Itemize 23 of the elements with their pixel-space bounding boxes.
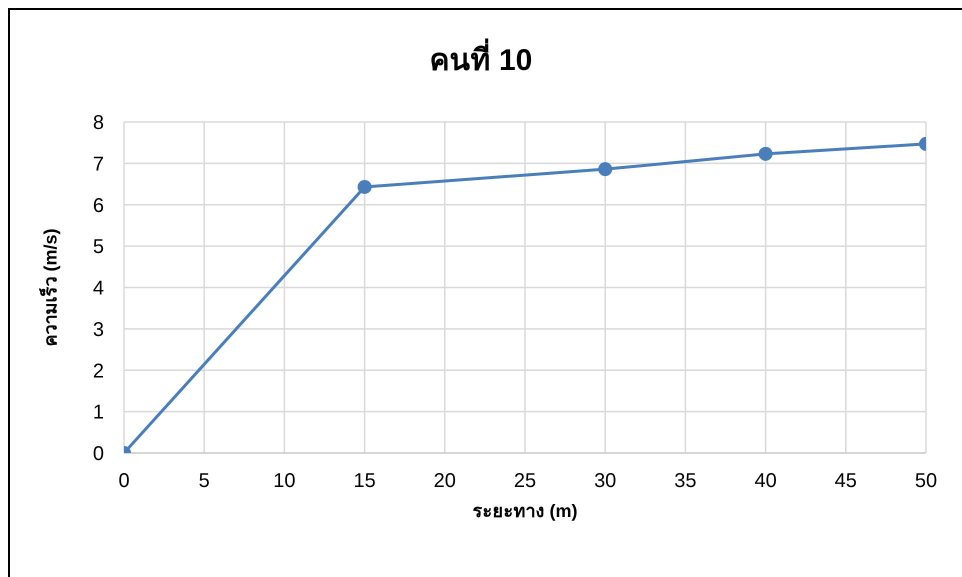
- x-tick-label: 5: [198, 470, 210, 492]
- x-tick-label: 35: [674, 470, 697, 492]
- x-tick-label: 40: [754, 470, 777, 492]
- y-tick-label: 5: [92, 236, 104, 258]
- x-tick-label: 30: [594, 470, 616, 492]
- y-tick-label: 7: [92, 153, 104, 176]
- y-tick-label: 3: [92, 318, 104, 341]
- x-tick-label: 25: [514, 470, 536, 492]
- x-tick-label: 20: [434, 470, 456, 492]
- x-tick-label: 45: [834, 470, 857, 492]
- y-axis-title: ความเร็ว (m/s): [38, 228, 60, 347]
- y-tick-label: 6: [92, 194, 104, 217]
- x-tick-label: 50: [914, 470, 938, 492]
- x-axis-title: ระยะทาง (m): [472, 501, 578, 521]
- y-tick-label: 1: [92, 402, 104, 424]
- chart-title: คนที่ 10: [428, 38, 534, 79]
- y-tick-label: 2: [92, 360, 104, 382]
- x-tick-label: 10: [273, 470, 296, 492]
- y-tick-label: 0: [92, 443, 104, 466]
- y-tick-label: 8: [92, 112, 104, 134]
- x-tick-label: 0: [118, 470, 130, 492]
- y-tick-label: 4: [92, 278, 104, 300]
- x-tick-label: 15: [353, 470, 376, 492]
